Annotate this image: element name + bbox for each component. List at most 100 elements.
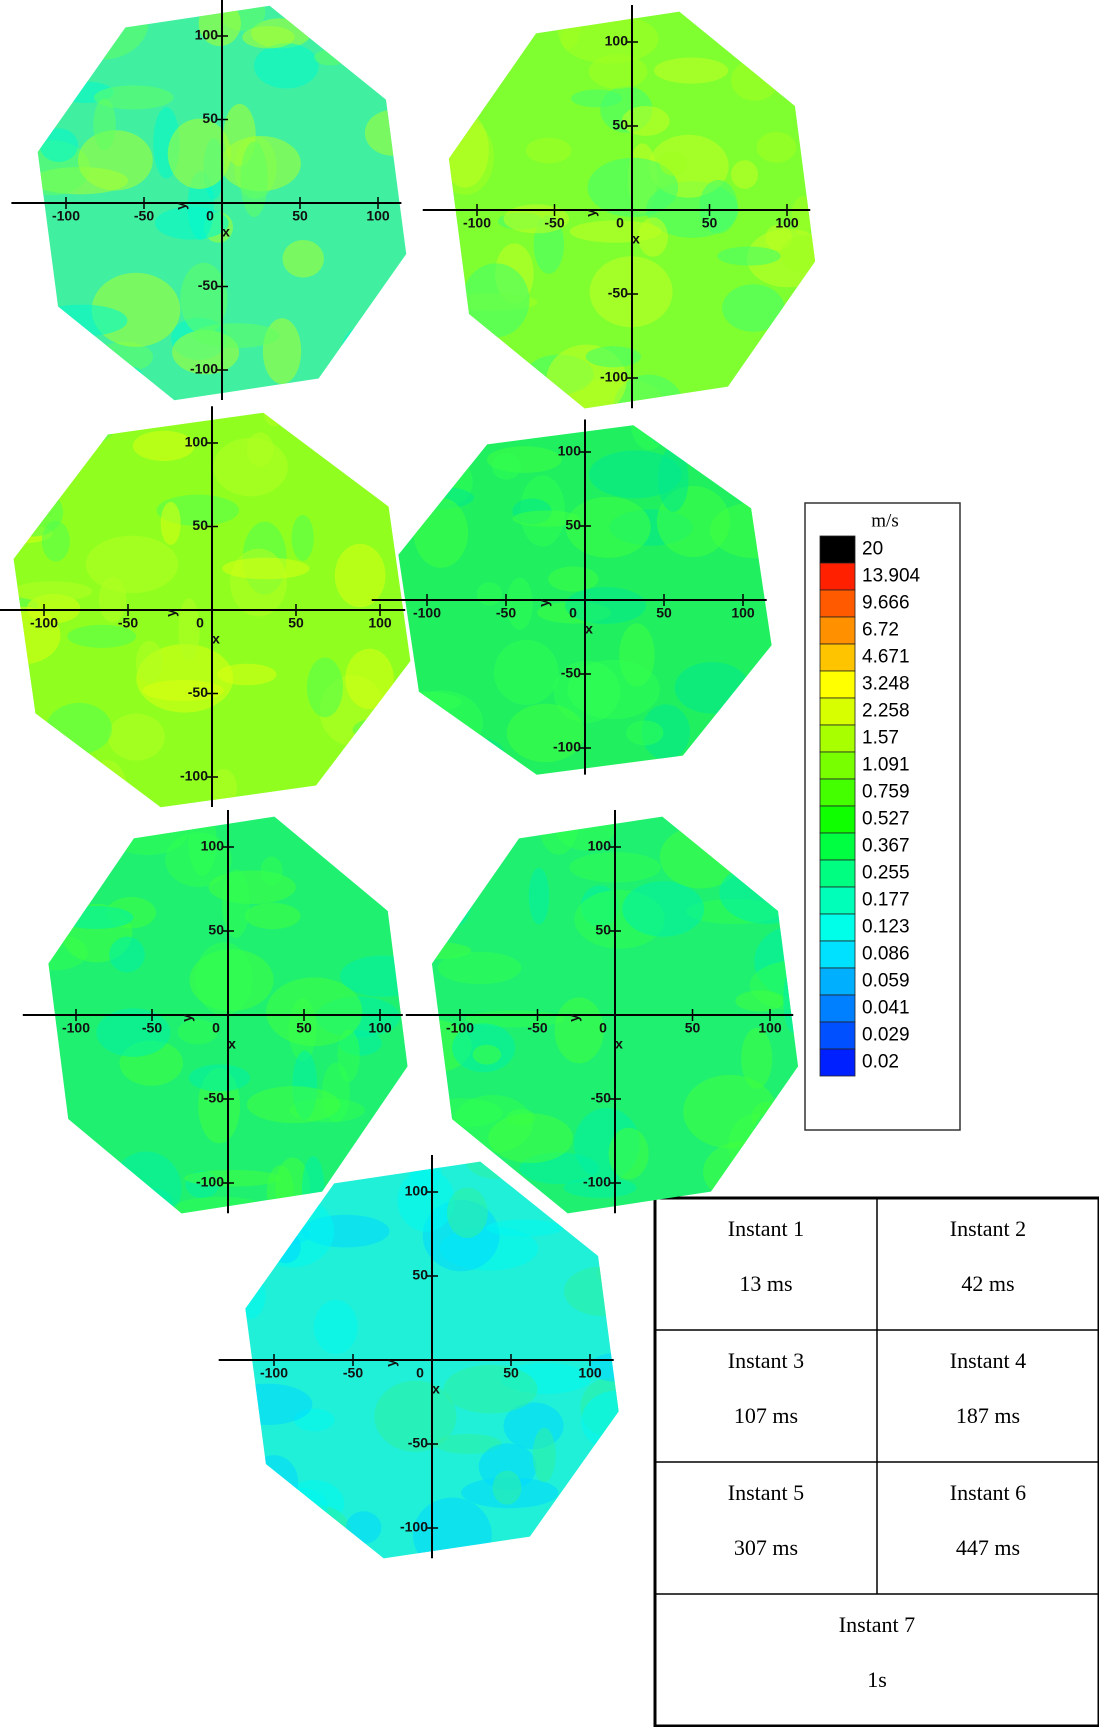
field-patch: [486, 1219, 564, 1237]
legend-label: 0.059: [862, 971, 910, 992]
field-patch: [285, 1505, 353, 1559]
field-patch: [160, 501, 181, 545]
x-axis-label: x: [228, 1036, 236, 1052]
x-tick-label: -100: [52, 208, 80, 224]
x-axis-label: x: [432, 1381, 440, 1397]
field-patch: [567, 659, 660, 720]
field-patch: [699, 179, 738, 234]
table-cell: Instant 1: [728, 1216, 804, 1241]
field-patch: [743, 726, 772, 754]
field-patch: [46, 702, 112, 755]
y-tick-label: -50: [561, 665, 581, 681]
field-patch: [588, 54, 648, 89]
legend-swatch: [819, 859, 856, 888]
field-patch: [413, 497, 469, 568]
field-patch: [563, 1266, 619, 1317]
x-tick-label: -100: [463, 215, 491, 231]
field-patch: [337, 1029, 360, 1082]
field-patch: [554, 997, 604, 1064]
field-patch: [641, 704, 691, 760]
field-patch: [719, 862, 799, 924]
legend-swatch: [819, 994, 856, 1023]
field-patch: [242, 25, 295, 49]
field-patch: [703, 1140, 788, 1203]
legend-label: 0.041: [862, 998, 910, 1019]
legend-label: 0.02: [862, 1052, 899, 1073]
field-patch: [250, 1455, 299, 1510]
legend-title: m/s: [871, 510, 898, 531]
field-patch: [13, 786, 47, 808]
field-patch: [398, 690, 484, 755]
field-patch: [752, 425, 772, 452]
legend-label: 0.177: [862, 890, 910, 911]
field-patch: [493, 639, 559, 705]
x-tick-label: 100: [366, 208, 390, 224]
field-patch: [571, 89, 623, 108]
field-patch: [118, 801, 140, 808]
field-patch: [581, 1390, 619, 1452]
field-patch: [780, 235, 816, 273]
x-tick-label: 0: [212, 1020, 220, 1036]
field-patch: [378, 1100, 407, 1136]
field-patch: [154, 206, 229, 240]
y-tick-label: 100: [405, 1183, 429, 1199]
x-tick-label: 50: [702, 215, 718, 231]
field-patch: [630, 425, 668, 451]
legend-swatch: [819, 805, 856, 834]
field-patch: [50, 345, 78, 366]
x-tick-label: 50: [656, 605, 672, 621]
legend-swatch: [819, 670, 856, 699]
table-cell: 1s: [867, 1667, 887, 1692]
field-patch: [87, 760, 127, 808]
y-tick-label: -100: [583, 1174, 611, 1190]
field-patch: [340, 955, 408, 997]
field-patch: [271, 1231, 301, 1264]
x-tick-label: -100: [260, 1365, 288, 1381]
field-patch: [364, 109, 407, 156]
field-patch: [783, 966, 799, 1034]
field-patch: [478, 1443, 537, 1491]
x-tick-label: -50: [134, 208, 154, 224]
y-tick-label: -50: [204, 1090, 224, 1106]
legend-swatch: [819, 913, 856, 942]
x-tick-label: -50: [118, 615, 138, 631]
field-patch: [27, 449, 60, 486]
field-patch: [85, 535, 179, 594]
legend-swatch: [819, 697, 856, 726]
field-patch: [305, 816, 364, 841]
field-patch: [246, 1086, 341, 1124]
field-patch: [687, 738, 741, 775]
y-tick-label: 50: [595, 922, 611, 938]
x-tick-label: 100: [758, 1020, 782, 1036]
y-tick-label: 50: [565, 517, 581, 533]
field-patch: [142, 679, 224, 702]
field-patch: [291, 514, 314, 561]
field-patch: [282, 1480, 345, 1527]
field-patch: [733, 425, 772, 441]
field-patch: [669, 757, 751, 775]
x-tick-label: 0: [206, 208, 214, 224]
field-patch: [245, 1462, 274, 1525]
field-patch: [124, 367, 145, 401]
field-patch: [488, 1113, 573, 1163]
field-patch: [341, 320, 407, 375]
field-patch: [253, 43, 319, 89]
field-patch: [448, 112, 489, 188]
y-axis-label: y: [163, 609, 179, 617]
field-patch: [345, 1511, 382, 1545]
y-tick-label: -100: [400, 1519, 428, 1535]
field-patch: [621, 105, 670, 136]
field-patch: [282, 240, 324, 278]
field-patch: [525, 137, 572, 164]
field-patch: [548, 566, 599, 592]
table-cell: 107 ms: [734, 1403, 798, 1428]
y-tick-label: 100: [185, 434, 209, 450]
field-patch: [437, 951, 522, 985]
field-patch: [397, 1169, 455, 1232]
legend-swatch: [819, 724, 856, 753]
field-patch: [334, 543, 386, 608]
legend-label: 0.367: [862, 836, 910, 857]
table-cell: Instant 4: [950, 1348, 1026, 1373]
x-tick-label: -50: [343, 1365, 363, 1381]
